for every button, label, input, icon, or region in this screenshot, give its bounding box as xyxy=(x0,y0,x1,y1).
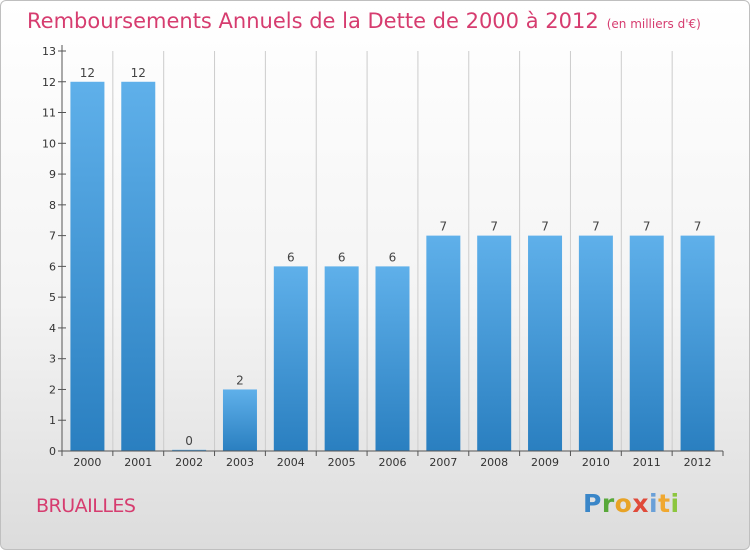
x-tick-label-2003: 2003 xyxy=(226,456,254,469)
chart-title: Remboursements Annuels de la Dette de 20… xyxy=(27,9,701,33)
value-label-2008: 7 xyxy=(490,220,498,234)
y-tick-label-8: 8 xyxy=(49,199,56,212)
value-label-2005: 6 xyxy=(338,250,346,264)
bars xyxy=(70,81,715,452)
chart-title-text: Remboursements Annuels de la Dette de 20… xyxy=(27,9,599,33)
bar-2005 xyxy=(324,266,359,451)
bar-2008 xyxy=(477,235,512,451)
y-tick-label-7: 7 xyxy=(49,230,56,243)
x-tick-label-2001: 2001 xyxy=(124,456,152,469)
labels: 1220001220010200222003620046200562006720… xyxy=(42,45,712,469)
y-tick-label-3: 3 xyxy=(49,353,56,366)
value-label-2002: 0 xyxy=(185,434,193,448)
x-tick-label-2002: 2002 xyxy=(175,456,203,469)
bar-2007 xyxy=(426,235,461,451)
value-label-2000: 12 xyxy=(80,66,95,80)
x-tick-label-2009: 2009 xyxy=(531,456,559,469)
x-tick-label-2010: 2010 xyxy=(582,456,610,469)
value-label-2007: 7 xyxy=(440,220,448,234)
x-tick-label-2007: 2007 xyxy=(429,456,457,469)
value-label-2004: 6 xyxy=(287,250,295,264)
bar-2009 xyxy=(528,235,563,451)
y-tick-label-5: 5 xyxy=(49,291,56,304)
value-label-2009: 7 xyxy=(541,220,549,234)
y-tick-label-13: 13 xyxy=(42,45,56,58)
axes xyxy=(58,45,724,456)
y-tick-label-6: 6 xyxy=(49,260,56,273)
y-tick-label-4: 4 xyxy=(49,322,56,335)
bar-2010 xyxy=(578,235,613,451)
bar-2002 xyxy=(172,449,207,451)
y-tick-label-1: 1 xyxy=(49,414,56,427)
town-name: BRUAILLES xyxy=(36,495,136,517)
chart-unit: (en milliers d'€) xyxy=(606,17,701,31)
bar-2006 xyxy=(375,266,410,451)
x-tick-label-2008: 2008 xyxy=(480,456,508,469)
y-tick-label-0: 0 xyxy=(49,445,56,458)
bar-2001 xyxy=(121,81,156,452)
bar-2011 xyxy=(629,235,664,451)
y-tick-label-10: 10 xyxy=(42,137,56,150)
y-tick-label-9: 9 xyxy=(49,168,56,181)
proxiti-logo: Proxiti xyxy=(583,489,680,518)
x-tick-label-2000: 2000 xyxy=(73,456,101,469)
y-tick-label-2: 2 xyxy=(49,383,56,396)
value-label-2010: 7 xyxy=(592,220,600,234)
x-tick-label-2006: 2006 xyxy=(379,456,407,469)
value-label-2001: 12 xyxy=(131,66,146,80)
value-label-2006: 6 xyxy=(389,250,397,264)
bar-2012 xyxy=(680,235,715,451)
bar-2003 xyxy=(222,389,257,451)
value-label-2003: 2 xyxy=(236,373,244,387)
x-tick-label-2011: 2011 xyxy=(633,456,661,469)
x-tick-label-2005: 2005 xyxy=(328,456,356,469)
bar-2000 xyxy=(70,81,105,452)
y-tick-label-12: 12 xyxy=(42,76,56,89)
bar-2004 xyxy=(273,266,308,451)
x-tick-label-2004: 2004 xyxy=(277,456,305,469)
grid-lines xyxy=(112,51,673,451)
value-label-2012: 7 xyxy=(694,220,702,234)
y-tick-label-11: 11 xyxy=(42,107,56,120)
x-tick-label-2012: 2012 xyxy=(684,456,712,469)
value-label-2011: 7 xyxy=(643,220,651,234)
